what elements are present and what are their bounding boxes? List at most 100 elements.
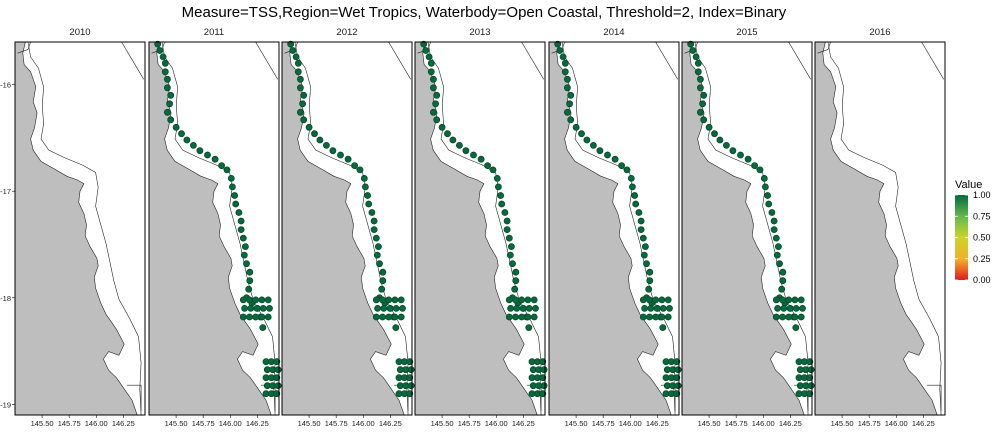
data-point (356, 166, 364, 174)
data-point (161, 68, 169, 76)
data-point (422, 47, 430, 54)
x-tick-label: 145.75 (458, 419, 481, 428)
data-point (406, 374, 414, 382)
data-point (344, 155, 352, 163)
data-point (770, 226, 778, 233)
x-tick-label: 145.50 (31, 419, 54, 428)
waterbody-boundary (827, 41, 942, 416)
data-point (273, 374, 281, 382)
data-point (806, 374, 814, 382)
data-point (774, 304, 781, 312)
data-point (524, 313, 532, 321)
data-point (564, 108, 571, 116)
data-point (507, 243, 515, 250)
data-point (532, 304, 539, 312)
data-point (779, 313, 786, 321)
data-point (172, 123, 180, 131)
x-tick-label: 146.00 (752, 419, 775, 428)
data-point (635, 209, 643, 216)
data-point (370, 226, 378, 233)
panel-border (548, 41, 680, 416)
x-tick-label: 146.00 (85, 419, 108, 428)
data-point (507, 304, 514, 312)
data-point (296, 84, 304, 92)
data-point (493, 174, 501, 182)
data-point (240, 251, 248, 259)
data-point (567, 116, 575, 124)
data-point (540, 382, 548, 390)
x-tick-label: 146.25 (646, 419, 669, 428)
data-point (618, 162, 625, 169)
facet-strip-label: 2014 (603, 27, 624, 38)
data-point (652, 296, 660, 304)
data-point (627, 174, 635, 182)
data-point (760, 174, 768, 182)
x-tick-label: 145.50 (831, 419, 854, 428)
data-point (540, 366, 548, 374)
data-point (406, 358, 414, 366)
data-point (497, 192, 504, 199)
data-point (239, 313, 247, 321)
data-point (525, 304, 533, 312)
land-mass (281, 41, 405, 416)
data-point (659, 324, 667, 331)
data-point (561, 68, 569, 76)
legend-tick-label: 0.50 (973, 233, 991, 243)
data-point (772, 313, 780, 321)
data-point (641, 304, 648, 312)
data-point (647, 304, 655, 312)
data-point (797, 296, 805, 304)
data-point (772, 296, 780, 304)
data-point (611, 155, 619, 163)
data-point (637, 217, 645, 225)
data-point (264, 296, 272, 304)
data-point (237, 217, 245, 225)
x-tick-label: 145.50 (698, 419, 721, 428)
data-point (237, 226, 245, 233)
data-point (228, 183, 236, 191)
data-point (779, 296, 786, 304)
data-point (392, 324, 400, 331)
data-point (642, 243, 649, 250)
data-point (484, 162, 491, 169)
land-mass (14, 41, 138, 416)
region-boundary-line (817, 41, 831, 54)
data-point (768, 209, 776, 216)
data-point (337, 151, 344, 159)
data-point (322, 141, 330, 149)
data-point (780, 304, 788, 312)
data-point (511, 285, 519, 293)
data-point (470, 151, 477, 159)
data-point (631, 192, 638, 199)
data-point (386, 304, 394, 312)
data-point (806, 390, 814, 398)
data-point (163, 75, 171, 83)
x-tick-label: 145.50 (165, 419, 188, 428)
data-point (438, 123, 446, 131)
data-point (646, 277, 654, 285)
data-point (699, 100, 706, 108)
facet-strip-label: 2016 (869, 27, 890, 38)
panel-border (281, 41, 413, 416)
data-point (379, 277, 387, 285)
data-point (564, 84, 571, 92)
data-point (311, 130, 318, 138)
legend-tick-label: 0.75 (973, 211, 991, 221)
x-tick-label: 145.75 (858, 419, 881, 428)
legend-tick-label: 1.00 (973, 190, 991, 200)
region-boundary-line (926, 384, 942, 412)
data-point (776, 260, 783, 268)
data-point (791, 296, 799, 304)
region-boundary-line (388, 41, 411, 80)
data-point (674, 382, 682, 390)
data-point (364, 192, 371, 199)
facet-strip-label: 2015 (736, 27, 757, 38)
data-point (368, 209, 376, 216)
data-point (166, 100, 173, 108)
data-point (373, 251, 381, 259)
data-point (397, 296, 405, 304)
panel-border (148, 41, 280, 416)
data-point (258, 313, 266, 321)
data-point (246, 296, 253, 304)
data-point (506, 251, 514, 259)
